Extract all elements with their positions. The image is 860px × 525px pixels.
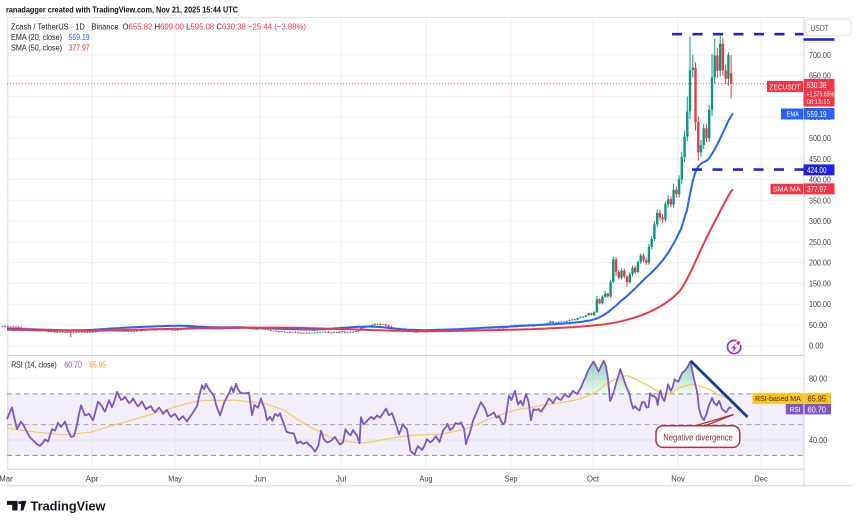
svg-text:377.97: 377.97 (69, 42, 90, 52)
svg-text:+1,575.65%: +1,575.65% (807, 90, 835, 99)
svg-text:559.19: 559.19 (807, 109, 827, 119)
svg-text:450.00: 450.00 (809, 154, 831, 164)
svg-text:65.95: 65.95 (808, 394, 827, 404)
svg-text:RSI-based MA: RSI-based MA (755, 394, 801, 403)
svg-text:200.00: 200.00 (809, 258, 831, 268)
svg-text:377.97: 377.97 (807, 184, 827, 194)
svg-text:Mar: Mar (0, 474, 13, 484)
svg-text:Zcash / TetherUS · 1D · Binanc: Zcash / TetherUS · 1D · Binance (11, 21, 119, 31)
svg-text:80.00: 80.00 (809, 374, 827, 384)
svg-text:424.00: 424.00 (807, 165, 827, 175)
svg-text:Jun: Jun (254, 474, 267, 484)
svg-text:350.00: 350.00 (809, 195, 831, 205)
svg-text:EMA: EMA (787, 110, 800, 119)
svg-text:ZECUSDT: ZECUSDT (770, 82, 801, 91)
svg-text:60.70: 60.70 (808, 404, 827, 414)
svg-text:60.70: 60.70 (64, 360, 82, 370)
svg-text:630.38: 630.38 (807, 80, 827, 90)
svg-text:Negative divergence: Negative divergence (663, 432, 733, 442)
svg-text:65.95: 65.95 (89, 360, 106, 370)
svg-text:500.00: 500.00 (809, 133, 831, 143)
svg-text:SMA:MA: SMA:MA (773, 185, 801, 194)
svg-text:650.00: 650.00 (809, 71, 831, 81)
svg-text:O655.82 H699.00 L595.08 C630.3: O655.82 H699.00 L595.08 C630.38 −25.44 (… (123, 21, 307, 31)
svg-text:USDT: USDT (811, 23, 830, 33)
svg-text:Dec: Dec (754, 474, 768, 484)
svg-text:08:15:15: 08:15:15 (807, 97, 831, 106)
svg-text:RSI: RSI (790, 405, 801, 414)
svg-text:EMA (20, close): EMA (20, close) (11, 32, 62, 42)
svg-text:TradingView: TradingView (31, 498, 107, 513)
svg-text:150.00: 150.00 (809, 278, 831, 288)
svg-text:RSI (14, close): RSI (14, close) (11, 360, 57, 370)
svg-text:300.00: 300.00 (809, 216, 831, 226)
svg-text:May: May (168, 474, 182, 484)
svg-text:Sep: Sep (505, 474, 518, 484)
svg-text:700.00: 700.00 (809, 50, 831, 60)
svg-text:Nov: Nov (671, 474, 685, 484)
svg-text:250.00: 250.00 (809, 237, 831, 247)
svg-text:Apr: Apr (86, 474, 99, 484)
svg-text:400.00: 400.00 (809, 175, 831, 185)
svg-text:SMA (50, close): SMA (50, close) (11, 42, 62, 52)
svg-text:50.00: 50.00 (809, 320, 827, 330)
svg-text:Aug: Aug (420, 474, 433, 484)
svg-text:Jul: Jul (336, 474, 347, 484)
svg-text:100.00: 100.00 (809, 299, 831, 309)
svg-text:559.19: 559.19 (69, 32, 90, 42)
svg-text:ranadagger created with Tradin: ranadagger created with TradingView.com,… (6, 4, 238, 14)
svg-text:Oct: Oct (587, 474, 600, 484)
svg-text:40.00: 40.00 (809, 435, 827, 445)
svg-text:0.00: 0.00 (809, 341, 824, 351)
